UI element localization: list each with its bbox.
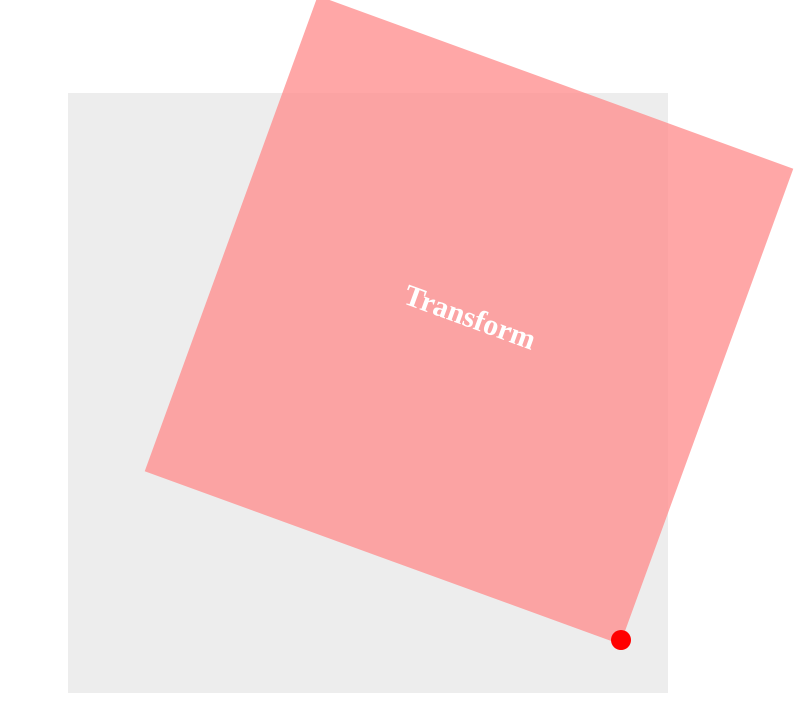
corner-handle-dot[interactable]	[611, 630, 631, 650]
transformed-square[interactable]	[144, 0, 794, 645]
transformed-square-group: Transform	[144, 0, 794, 645]
